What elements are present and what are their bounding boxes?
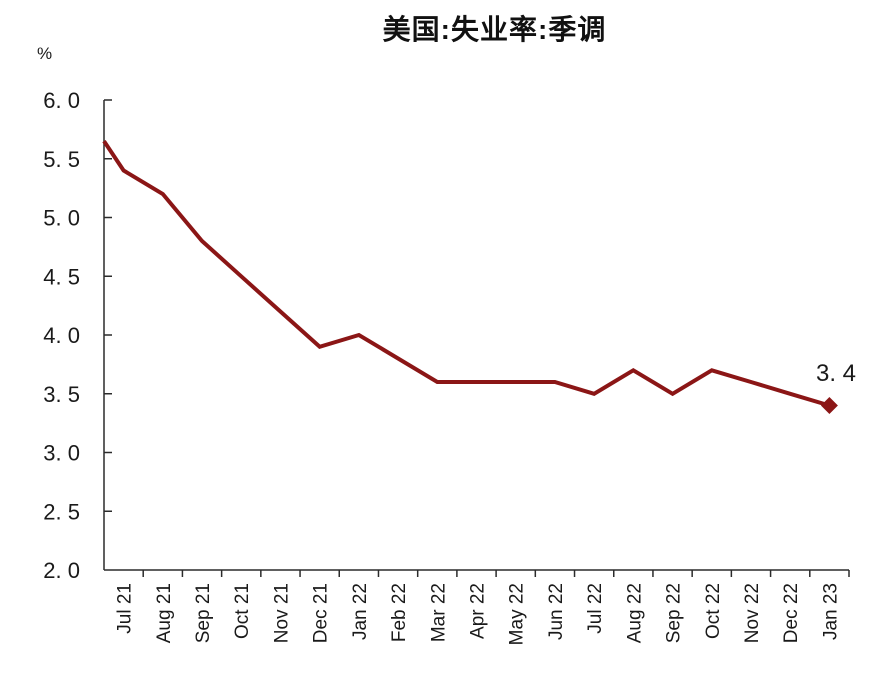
x-tick-label: Jan 23 xyxy=(820,583,841,640)
x-tick-label: Feb 22 xyxy=(389,583,410,642)
y-tick-label: 5. 5 xyxy=(43,147,80,172)
x-tick-label: Jul 21 xyxy=(115,583,136,634)
x-tick-label: May 22 xyxy=(507,583,528,645)
chart-title: 美国:失业率:季调 xyxy=(382,14,607,45)
y-tick-label: 2. 5 xyxy=(43,499,80,524)
y-tick-label: 6. 0 xyxy=(43,88,80,113)
y-tick-label: 2. 0 xyxy=(43,558,80,583)
x-tick-label: Aug 21 xyxy=(154,583,175,643)
x-tick-label: Oct 22 xyxy=(703,583,724,639)
x-tick-label: Sep 22 xyxy=(664,583,685,643)
x-tick-label: Apr 22 xyxy=(468,583,489,639)
x-tick-label: Aug 22 xyxy=(624,583,645,643)
x-tick-label: Jan 22 xyxy=(350,583,371,640)
y-tick-label: 4. 5 xyxy=(43,264,80,289)
x-tick-label: Nov 22 xyxy=(742,583,763,643)
y-tick-label: 4. 0 xyxy=(43,323,80,348)
x-tick-label: Oct 21 xyxy=(232,583,253,639)
x-tick-label: Dec 22 xyxy=(781,583,802,643)
x-tick-label: Jun 22 xyxy=(546,583,567,640)
y-tick-label: 5. 0 xyxy=(43,206,80,231)
last-value-label: 3. 4 xyxy=(816,360,856,387)
y-tick-label: 3. 5 xyxy=(43,382,80,407)
x-tick-label: Nov 21 xyxy=(271,583,292,643)
x-tick-label: Dec 21 xyxy=(311,583,332,643)
y-axis-unit-label: % xyxy=(37,44,53,63)
x-tick-label: Sep 21 xyxy=(193,583,214,643)
y-tick-label: 3. 0 xyxy=(43,441,80,466)
x-tick-label: Mar 22 xyxy=(428,583,449,642)
x-tick-label: Jul 22 xyxy=(585,583,606,634)
unemployment-line-series xyxy=(102,139,830,408)
last-point-marker xyxy=(820,397,838,414)
